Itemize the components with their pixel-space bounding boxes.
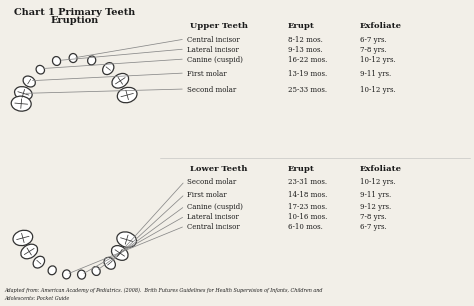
- Ellipse shape: [23, 76, 36, 87]
- Text: 14-18 mos.: 14-18 mos.: [288, 191, 328, 199]
- Text: Erupt: Erupt: [288, 22, 315, 30]
- Text: 10-12 yrs.: 10-12 yrs.: [360, 178, 396, 186]
- Text: Erupt: Erupt: [288, 165, 315, 173]
- Text: 6-7 yrs.: 6-7 yrs.: [360, 223, 387, 231]
- Text: 9-11 yrs.: 9-11 yrs.: [360, 70, 391, 78]
- Text: First molar: First molar: [187, 191, 227, 199]
- Ellipse shape: [11, 96, 31, 111]
- Ellipse shape: [36, 65, 45, 74]
- Text: 7-8 yrs.: 7-8 yrs.: [360, 46, 387, 54]
- Text: 10-12 yrs.: 10-12 yrs.: [360, 86, 396, 94]
- Text: Adolescents: Pocket Guide: Adolescents: Pocket Guide: [4, 296, 69, 301]
- Text: 16-22 mos.: 16-22 mos.: [288, 56, 328, 64]
- Ellipse shape: [21, 244, 37, 259]
- Text: Adapted from: American Academy of Pediatrics. (2008).  Brith Futures Guidelines : Adapted from: American Academy of Pediat…: [4, 288, 322, 293]
- Ellipse shape: [15, 87, 32, 100]
- Ellipse shape: [63, 270, 71, 279]
- Text: Lower Teeth: Lower Teeth: [190, 165, 247, 173]
- Ellipse shape: [112, 73, 128, 88]
- Text: 9-12 yrs.: 9-12 yrs.: [360, 203, 391, 211]
- Text: 6-7 yrs.: 6-7 yrs.: [360, 36, 387, 44]
- Ellipse shape: [117, 232, 137, 247]
- Text: 6-10 mos.: 6-10 mos.: [288, 223, 323, 231]
- Text: Chart 1 Primary Teeth: Chart 1 Primary Teeth: [14, 8, 136, 17]
- Ellipse shape: [88, 56, 96, 65]
- Ellipse shape: [53, 57, 61, 65]
- Text: First molar: First molar: [187, 70, 227, 78]
- Text: Central incisor: Central incisor: [187, 223, 240, 231]
- Text: Second molar: Second molar: [187, 178, 236, 186]
- Text: 9-13 mos.: 9-13 mos.: [288, 46, 323, 54]
- Text: Central incisor: Central incisor: [187, 36, 240, 44]
- Ellipse shape: [117, 88, 137, 103]
- Text: Eruption: Eruption: [51, 16, 99, 25]
- Text: Canine (cuspid): Canine (cuspid): [187, 203, 243, 211]
- Text: 8-12 mos.: 8-12 mos.: [288, 36, 323, 44]
- Text: 10-16 mos.: 10-16 mos.: [288, 213, 328, 221]
- Text: Second molar: Second molar: [187, 86, 236, 94]
- Text: 10-12 yrs.: 10-12 yrs.: [360, 56, 396, 64]
- Text: Lateral incisor: Lateral incisor: [187, 46, 239, 54]
- Text: Canine (cuspid): Canine (cuspid): [187, 56, 243, 64]
- Ellipse shape: [48, 266, 56, 275]
- Ellipse shape: [92, 267, 100, 275]
- Text: Exfoliate: Exfoliate: [360, 22, 402, 30]
- Text: 17-23 mos.: 17-23 mos.: [288, 203, 327, 211]
- Ellipse shape: [78, 270, 86, 279]
- Ellipse shape: [13, 230, 33, 246]
- Text: Exfoliate: Exfoliate: [360, 165, 402, 173]
- Text: 9-11 yrs.: 9-11 yrs.: [360, 191, 391, 199]
- Ellipse shape: [104, 257, 115, 269]
- Text: Lateral incisor: Lateral incisor: [187, 213, 239, 221]
- Ellipse shape: [111, 246, 128, 260]
- Ellipse shape: [69, 54, 77, 62]
- Text: 25-33 mos.: 25-33 mos.: [288, 86, 327, 94]
- Text: 23-31 mos.: 23-31 mos.: [288, 178, 327, 186]
- Text: 13-19 mos.: 13-19 mos.: [288, 70, 327, 78]
- Text: Upper Teeth: Upper Teeth: [190, 22, 248, 30]
- Ellipse shape: [33, 256, 45, 268]
- Text: 7-8 yrs.: 7-8 yrs.: [360, 213, 387, 221]
- Ellipse shape: [103, 63, 114, 75]
